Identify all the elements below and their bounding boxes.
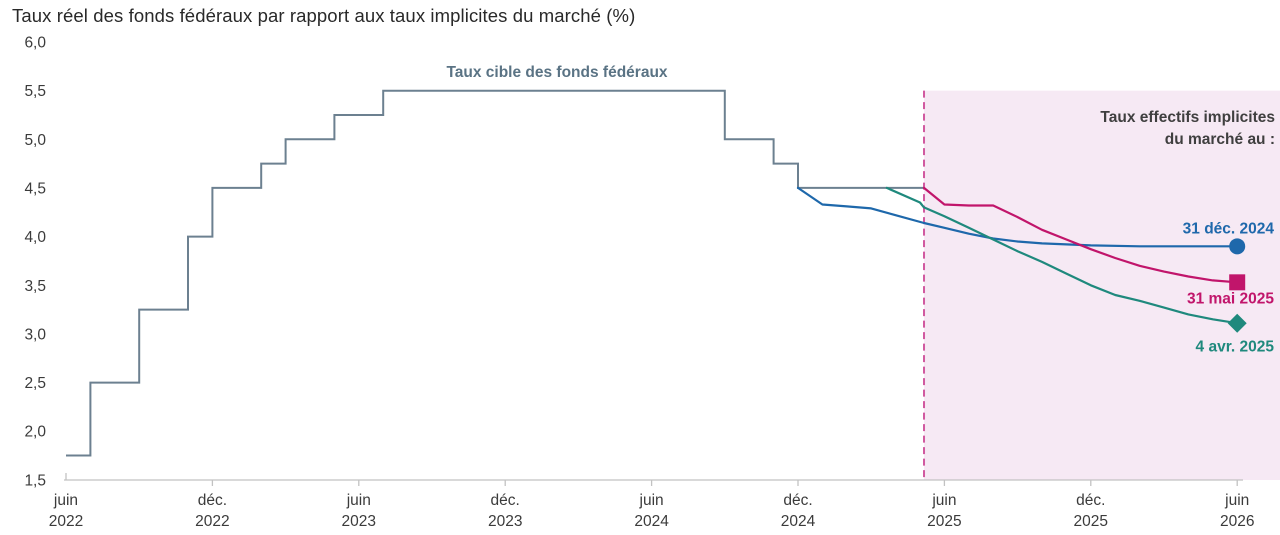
x-tick-label-year: 2022 bbox=[49, 513, 83, 530]
x-tick-label-year: 2024 bbox=[634, 513, 669, 530]
y-tick-label: 4,5 bbox=[24, 180, 46, 197]
y-tick-label: 3,0 bbox=[24, 326, 46, 343]
x-tick-label-month: déc. bbox=[491, 492, 520, 509]
x-tick-label-year: 2022 bbox=[195, 513, 229, 530]
y-tick-label: 5,0 bbox=[24, 132, 46, 149]
implied-2025-05-31-line bbox=[922, 186, 1239, 284]
target-rate-label: Taux cible des fonds fédéraux bbox=[446, 64, 667, 81]
implied-2025-04-04-line bbox=[885, 186, 1239, 325]
target-rate-step-line bbox=[66, 89, 924, 457]
y-tick-label: 1,5 bbox=[24, 472, 46, 489]
y-tick-label: 6,0 bbox=[24, 35, 46, 52]
x-tick-label-year: 2023 bbox=[342, 513, 376, 530]
forecast-region bbox=[924, 90, 1280, 481]
implied-2024-12-31-circle-marker bbox=[1229, 238, 1246, 255]
x-tick-label-year: 2024 bbox=[781, 513, 816, 530]
forecast-region-label-line1: Taux effectifs implicites bbox=[1100, 109, 1275, 126]
implied-2025-04-04-diamond-marker bbox=[1227, 313, 1247, 333]
x-tick-label-year: 2025 bbox=[1074, 513, 1108, 530]
x-tick-label-year: 2026 bbox=[1220, 513, 1254, 530]
y-tick-label: 2,5 bbox=[24, 375, 46, 392]
x-tick-label-month: déc. bbox=[783, 492, 812, 509]
y-tick-label: 5,5 bbox=[24, 83, 46, 100]
x-tick-label-month: juin bbox=[639, 492, 664, 509]
implied-2025-04-04-label: 4 avr. 2025 bbox=[1196, 339, 1275, 356]
x-tick-label-year: 2025 bbox=[927, 513, 961, 530]
x-tick-label-month: juin bbox=[1224, 492, 1249, 509]
x-tick-label-month: déc. bbox=[198, 492, 227, 509]
chart-title: Taux réel des fonds fédéraux par rapport… bbox=[12, 5, 636, 26]
x-tick-label-month: juin bbox=[931, 492, 956, 509]
y-tick-label: 3,5 bbox=[24, 278, 46, 295]
implied-2025-05-31-label: 31 mai 2025 bbox=[1187, 290, 1274, 307]
x-tick-label-month: déc. bbox=[1076, 492, 1105, 509]
implied-2025-05-31-square-marker bbox=[1229, 274, 1246, 291]
x-tick-label-month: juin bbox=[346, 492, 371, 509]
y-tick-label: 2,0 bbox=[24, 424, 46, 441]
implied-2024-12-31-label: 31 déc. 2024 bbox=[1183, 220, 1275, 237]
y-tick-label: 4,0 bbox=[24, 229, 46, 246]
x-tick-label-year: 2023 bbox=[488, 513, 522, 530]
forecast-region-label-line2: du marché au : bbox=[1165, 131, 1275, 148]
x-tick-label-month: juin bbox=[53, 492, 78, 509]
